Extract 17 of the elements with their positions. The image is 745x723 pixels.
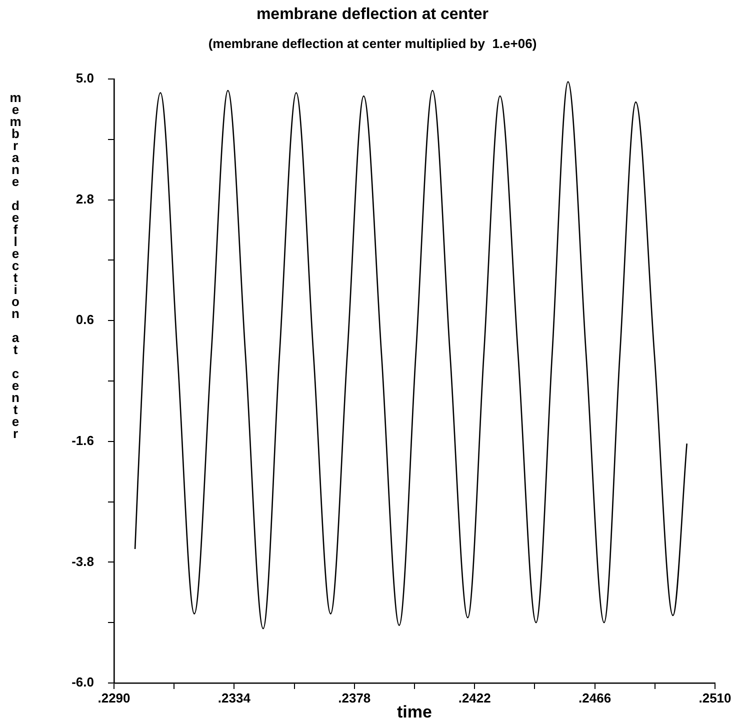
x-tick-label: .2422 [458,690,491,706]
x-axis-title: time [397,702,432,722]
line-series [134,81,688,630]
x-tick-label: .2510 [698,690,732,706]
chart-subtitle: (membrane deflection at center multiplied by 1.e+06) [207,36,538,51]
chart-title: membrane deflection at center [255,6,490,24]
x-tick-label: .2290 [98,690,130,706]
y-tick-label: -3.8 [72,554,94,569]
y-axis-title: membrane deflection at center [8,90,23,440]
y-tick-label: -1.6 [72,432,94,448]
x-tick-label: .2378 [338,690,371,706]
x-tick-label: .2334 [218,690,252,706]
x-tick-label: .2466 [578,690,612,706]
y-tick-label: 0.6 [76,312,94,328]
y-tick-label: -6.0 [72,674,94,690]
y-tick-label: 2.8 [76,191,94,206]
y-tick-label: 5.0 [76,70,94,86]
